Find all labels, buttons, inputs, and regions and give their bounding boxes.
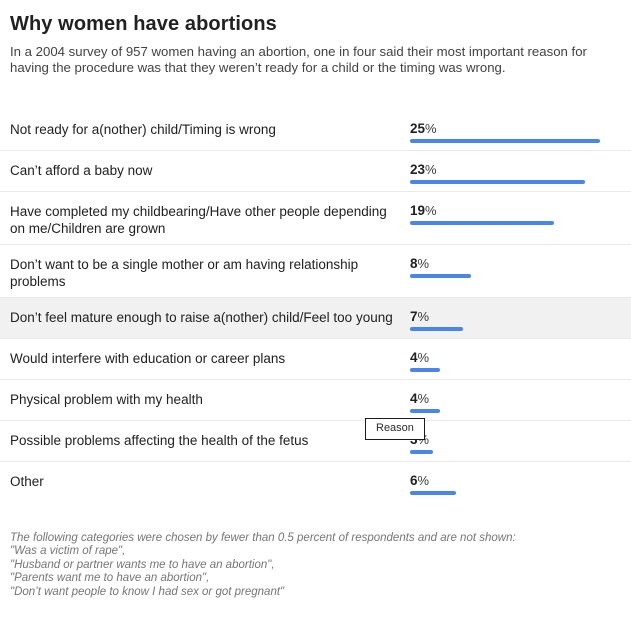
percent-sign: % [425, 121, 437, 136]
footnote-line: "Was a victim of rape", [10, 545, 126, 558]
category-label: Can’t afford a baby now [10, 163, 153, 178]
value-column: 3% [410, 432, 610, 454]
bar [410, 450, 433, 454]
value-column: 23% [410, 162, 610, 184]
value-number: 25 [410, 121, 426, 136]
value-label: 7% [410, 309, 610, 325]
chart-row[interactable]: Don’t feel mature enough to raise a(noth… [0, 298, 631, 339]
value-column: 8% [410, 256, 610, 278]
percent-sign: % [417, 391, 430, 406]
value-column: 19% [410, 203, 610, 225]
value-number: 4 [410, 391, 418, 406]
value-column: 7% [410, 309, 610, 331]
value-column: 6% [410, 473, 610, 495]
bar [410, 274, 471, 278]
bar [410, 409, 441, 413]
value-column: 4% [410, 391, 610, 413]
tooltip: Reason [365, 418, 425, 440]
chart-row[interactable]: Other 6% [0, 462, 631, 502]
bar [410, 221, 555, 225]
category-label: Would interfere with education or career… [10, 351, 286, 366]
bar [410, 368, 441, 372]
bar [410, 327, 464, 331]
percent-sign: % [417, 473, 430, 488]
value-label: 4% [410, 350, 610, 366]
percent-sign: % [417, 309, 430, 324]
value-label: 25% [410, 121, 610, 137]
chart-row[interactable]: Possible problems affecting the health o… [0, 418, 631, 462]
footnote: The following categories were chosen by … [10, 532, 617, 599]
category-label: Have completed my childbearing/Have othe… [10, 204, 387, 236]
category-label: Other [10, 474, 44, 489]
value-label: 6% [410, 473, 610, 489]
value-number: 23 [410, 162, 426, 177]
footnote-line: "Husband or partner wants me to have an … [10, 558, 275, 571]
chart-row[interactable]: Can’t afford a baby now 23% [0, 151, 631, 192]
bar [410, 180, 585, 184]
bar [410, 491, 456, 495]
category-label: Physical problem with my health [10, 392, 203, 407]
chart-row[interactable]: Have completed my childbearing/Have othe… [0, 192, 631, 245]
page-title: Why women have abortions [10, 13, 277, 35]
value-label: 23% [410, 162, 610, 178]
value-label: 19% [410, 203, 610, 219]
footnote-line: "Parents want me to have an abortion", [10, 572, 210, 585]
value-label: 8% [410, 256, 610, 272]
value-column: 4% [410, 350, 610, 372]
bar-chart: Not ready for a(nother) child/Timing is … [0, 110, 631, 502]
value-label: 3% [410, 432, 610, 448]
percent-sign: % [425, 203, 437, 218]
chart-subtitle: In a 2004 survey of 957 women having an … [10, 44, 587, 75]
category-label: Possible problems affecting the health o… [10, 433, 309, 448]
chart-row[interactable]: Would interfere with education or career… [0, 339, 631, 380]
category-label: Don’t want to be a single mother or am h… [10, 257, 359, 289]
chart-row[interactable]: Physical problem with my health 4% [0, 380, 631, 421]
bar [410, 139, 600, 143]
value-number: 6 [410, 473, 418, 488]
footnote-line: "Don’t want people to know I had sex or … [10, 585, 285, 598]
percent-sign: % [417, 350, 430, 365]
footnote-line: The following categories were chosen by … [10, 532, 516, 544]
value-label: 4% [410, 391, 610, 407]
chart-row[interactable]: Not ready for a(nother) child/Timing is … [0, 110, 631, 151]
percent-sign: % [425, 162, 437, 177]
value-number: 8 [410, 256, 418, 271]
value-column: 25% [410, 121, 610, 143]
category-label: Not ready for a(nother) child/Timing is … [10, 122, 276, 137]
value-number: 7 [410, 309, 418, 324]
percent-sign: % [417, 256, 430, 271]
value-number: 4 [410, 350, 418, 365]
value-number: 19 [410, 203, 426, 218]
category-label: Don’t feel mature enough to raise a(noth… [10, 310, 393, 325]
chart-row[interactable]: Don’t want to be a single mother or am h… [0, 245, 631, 298]
